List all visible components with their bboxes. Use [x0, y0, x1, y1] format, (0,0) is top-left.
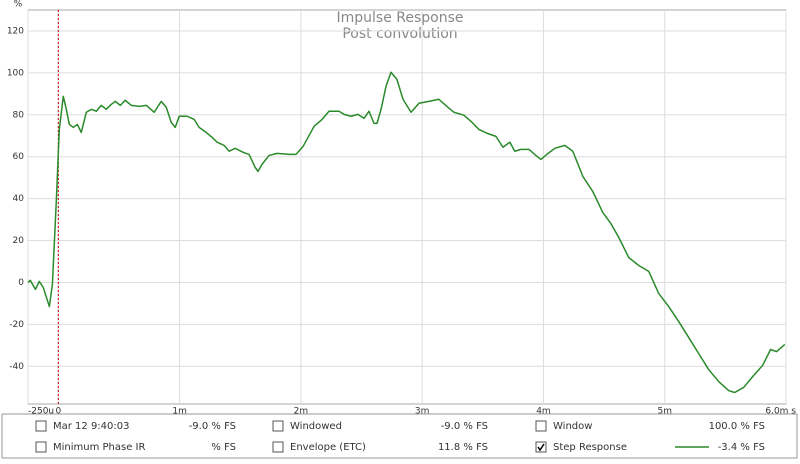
legend-label[interactable]: Window	[553, 421, 592, 432]
legend-frame	[1, 413, 798, 459]
legend-label[interactable]: Step Response	[553, 442, 627, 453]
plot-frame	[27, 9, 787, 405]
x-tick-label: 4m	[536, 407, 551, 417]
legend-label[interactable]: Envelope (ETC)	[290, 442, 366, 453]
x-tick-label: 0	[55, 407, 61, 417]
x-tick-label: 1m	[172, 407, 187, 417]
checkbox[interactable]	[35, 441, 47, 453]
step-response-line	[27, 71, 786, 394]
legend-label[interactable]: Minimum Phase IR	[53, 442, 146, 453]
x-tick-label: 6.0m s	[765, 407, 796, 417]
checkbox[interactable]	[272, 420, 284, 432]
y-tick-label: 20	[13, 236, 25, 246]
legend-label[interactable]: Windowed	[290, 421, 342, 432]
checkbox[interactable]	[535, 420, 547, 432]
legend-value: 100.0 % FS	[709, 421, 765, 432]
y-unit: %	[14, 0, 23, 10]
legend-value: -9.0 % FS	[441, 421, 488, 432]
y-tick-label: 80	[13, 110, 25, 120]
legend-label[interactable]: Mar 12 9:40:03	[53, 421, 130, 432]
checkbox[interactable]	[35, 420, 47, 432]
x-tick-label: -250u	[28, 407, 54, 417]
legend-value: % FS	[211, 442, 236, 453]
checkbox[interactable]	[272, 441, 284, 453]
x-tick-label: 5m	[657, 407, 672, 417]
y-tick-label: 60	[13, 152, 25, 162]
y-tick-label: 40	[13, 194, 25, 204]
y-tick-label: 100	[7, 68, 24, 78]
checkbox-check	[537, 443, 545, 452]
y-tick-label: -20	[9, 320, 24, 330]
x-tick-label: 3m	[415, 407, 430, 417]
legend-value: -9.0 % FS	[189, 421, 236, 432]
legend-value: -3.4 % FS	[718, 442, 765, 453]
chart-title: Impulse Response	[336, 10, 463, 26]
y-tick-label: -40	[9, 362, 24, 372]
y-tick-label: 120	[7, 26, 24, 36]
legend-value: 11.8 % FS	[438, 442, 488, 453]
y-tick-label: 0	[18, 278, 24, 288]
x-tick-label: 2m	[294, 407, 309, 417]
checkbox[interactable]	[535, 441, 547, 453]
chart-subtitle: Post convolution	[342, 26, 457, 42]
